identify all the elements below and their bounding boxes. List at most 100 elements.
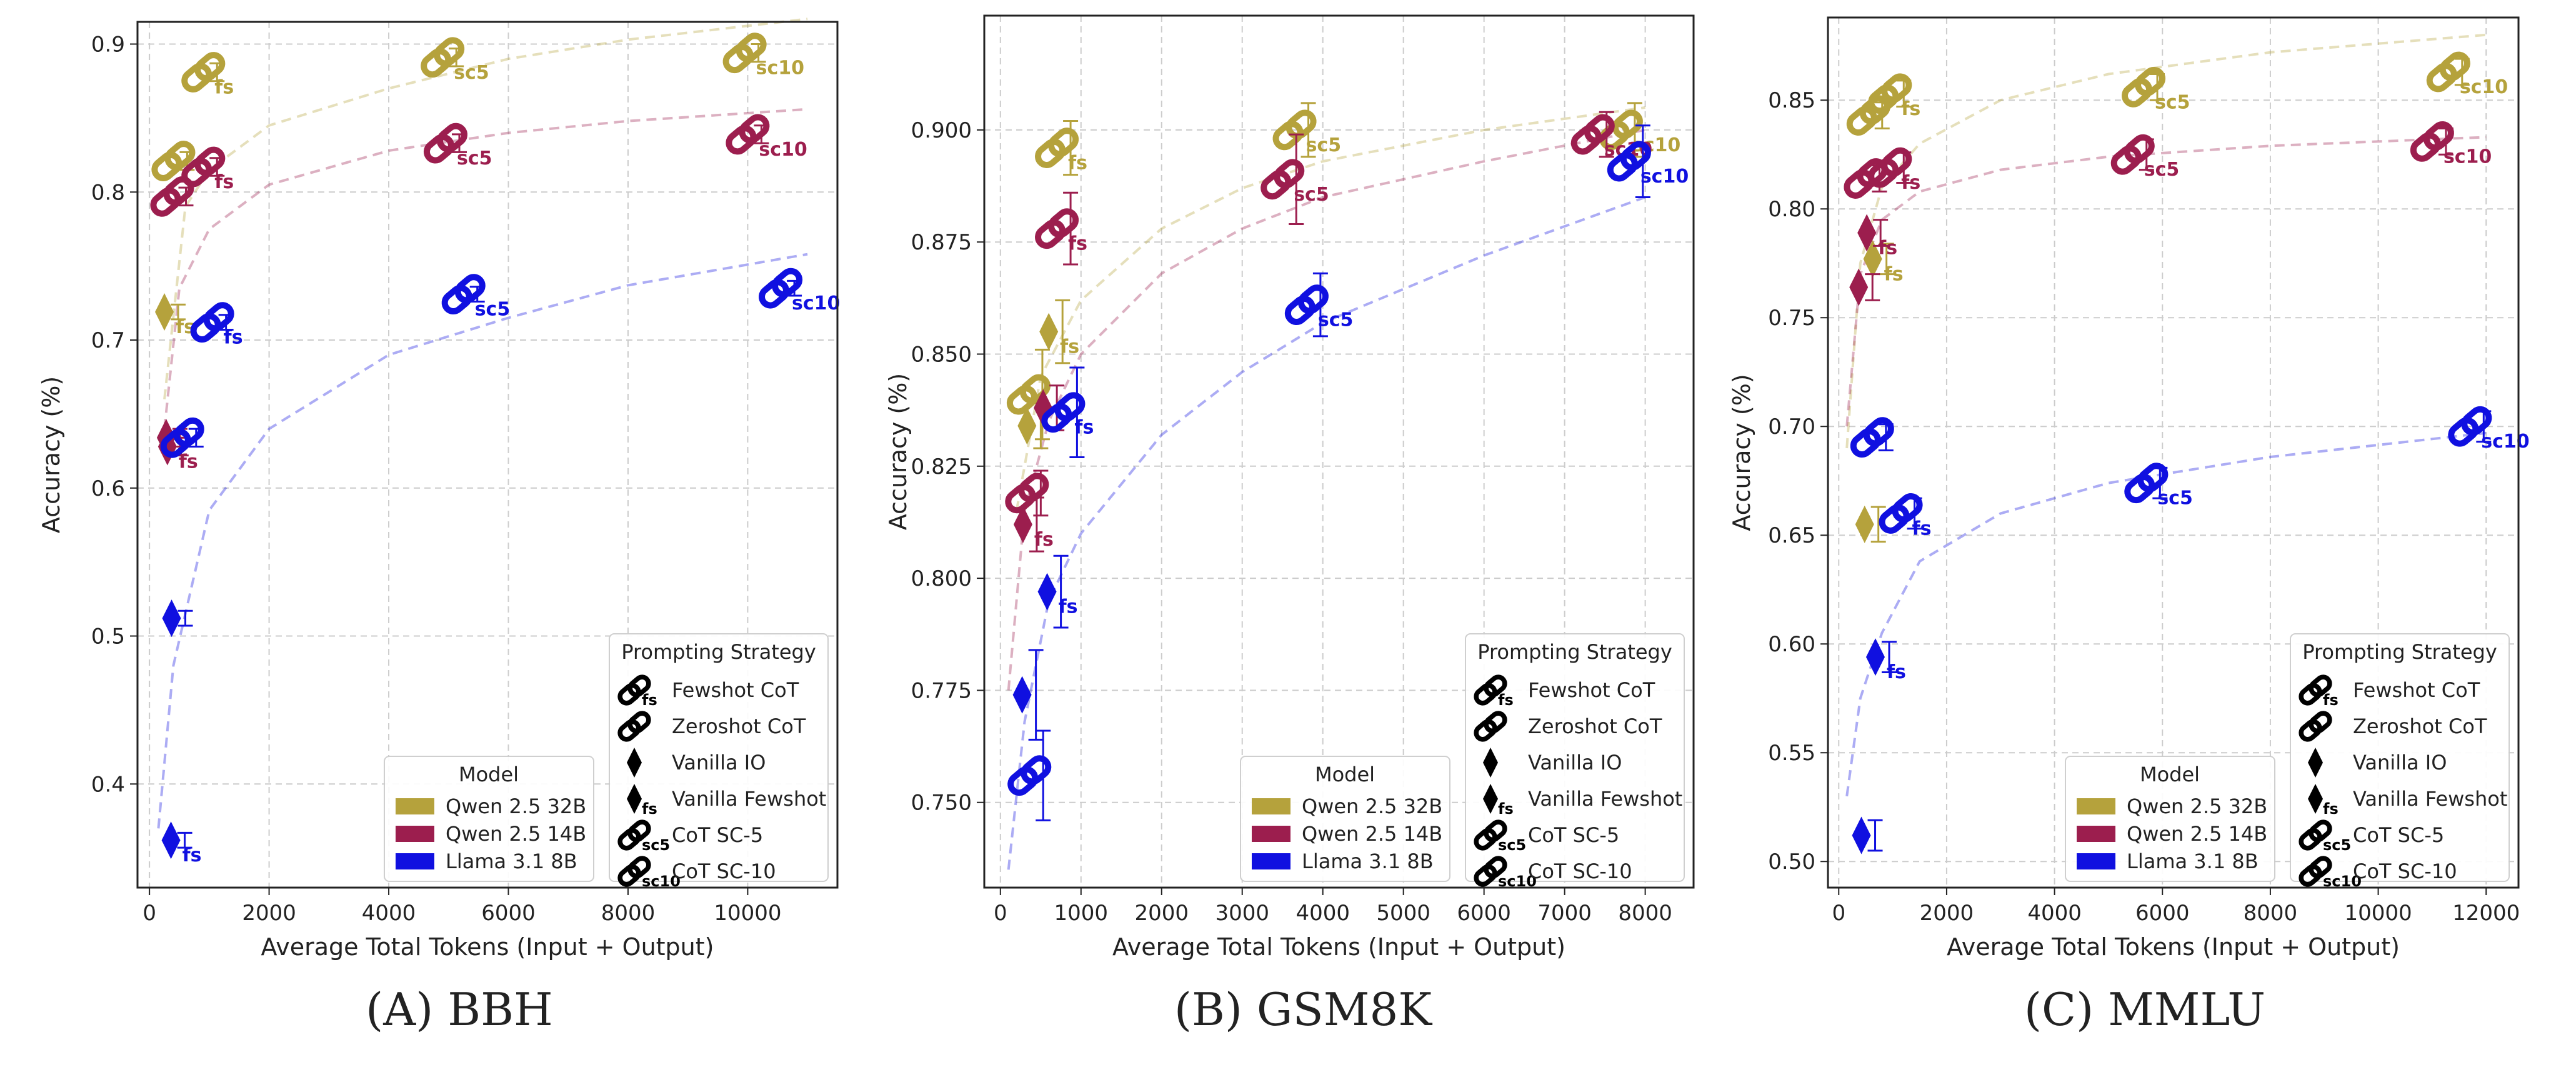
- legend-title: Prompting Strategy: [621, 640, 816, 664]
- legend-title: Prompting Strategy: [1477, 640, 1672, 664]
- chain-link-loop: [759, 279, 790, 309]
- chain-link-loop: [2299, 828, 2322, 851]
- chain-link-icon: [1474, 856, 1507, 887]
- legend-swatch: [1252, 798, 1290, 814]
- trend-line: [1015, 106, 1645, 511]
- chain-link-loop: [1286, 109, 1317, 139]
- chain-link-icon: [2299, 856, 2332, 887]
- x-tick-label: 0: [1832, 901, 1845, 926]
- legend-label: Vanilla Fewshot: [1528, 787, 1682, 811]
- chain-link-icon: [759, 268, 803, 309]
- data-point: fs: [190, 302, 243, 349]
- chain-link-loop: [1021, 755, 1052, 785]
- marker-subscript: sc10: [1640, 166, 1689, 188]
- marker-subscript: fs: [182, 844, 202, 866]
- chain-link-loop: [423, 134, 454, 164]
- data-point: sc5: [2121, 66, 2190, 113]
- legend-label: Zeroshot CoT: [1528, 714, 1662, 738]
- chain-link-icon: [1005, 473, 1049, 514]
- chain-link-loop: [1892, 493, 1923, 523]
- chain-link-icon: [1879, 493, 1923, 534]
- x-tick-label: 0: [142, 901, 156, 926]
- chain-link-loop: [181, 63, 212, 93]
- chain-link-icon: [617, 819, 651, 851]
- marker-subscript: fs: [1498, 800, 1514, 818]
- marker-subscript: sc10: [2444, 146, 2492, 168]
- y-tick-label: 0.9: [91, 33, 125, 58]
- chain-link-icon: [617, 674, 651, 706]
- y-tick-label: 0.775: [911, 678, 972, 703]
- panel-caption: (A) BBH: [366, 983, 553, 1036]
- chain-link-icon: [150, 176, 194, 217]
- data-point: sc5: [1272, 102, 1342, 158]
- chain-link-loop: [1474, 864, 1497, 887]
- marker-subscript: fs: [2323, 800, 2339, 818]
- diamond-icon: [1017, 407, 1037, 445]
- chain-link-icon: [181, 52, 226, 93]
- chain-link-loop: [1607, 152, 1638, 182]
- legend-label: Qwen 2.5 32B: [1302, 794, 1442, 818]
- chain-link-loop: [2309, 674, 2332, 698]
- data-point: fs: [1857, 214, 1897, 259]
- marker-subscript: fs: [1034, 529, 1054, 551]
- legend-swatch: [396, 826, 434, 842]
- y-tick-label: 0.4: [91, 772, 125, 797]
- legend-swatch: [396, 798, 434, 814]
- chain-link-icon: [1035, 208, 1079, 249]
- marker-subscript: fs: [1884, 263, 1904, 285]
- y-tick-label: 0.65: [1768, 523, 1815, 548]
- marker-subscript: sc5: [1294, 184, 1329, 206]
- chain-link-loop: [2309, 856, 2332, 879]
- x-tick-label: 4000: [2027, 901, 2082, 926]
- diamond-icon: [1857, 214, 1877, 252]
- x-axis-label: Average Total Tokens (Input + Output): [1112, 933, 1565, 961]
- chain-link-loop: [1018, 473, 1049, 503]
- chain-link-loop: [1570, 125, 1602, 155]
- data-point: sc10: [1607, 124, 1689, 198]
- chain-link-icon: [722, 33, 767, 74]
- data-point: sc5: [441, 274, 510, 321]
- chain-link-loop: [1484, 711, 1507, 734]
- panel-mmlu: 0 2000 4000 6000 8000 10000 12000 0.50 0.55 0.60 0…: [1728, 16, 2530, 1036]
- panel-caption: (C) MMLU: [2024, 983, 2265, 1036]
- chain-link-loop: [1584, 114, 1615, 144]
- chain-link-loop: [2439, 51, 2470, 81]
- diamond-icon: [1865, 638, 1885, 676]
- chain-link-loop: [1484, 856, 1507, 879]
- legend-label: Fewshot CoT: [2353, 678, 2480, 702]
- data-point: fs: [1865, 638, 1906, 683]
- marker-subscript: fs: [1901, 98, 1920, 120]
- data-point: [1855, 505, 1886, 543]
- chain-link-loop: [1846, 106, 1877, 136]
- chain-link-loop: [617, 864, 641, 887]
- data-point: [1844, 158, 1888, 199]
- chain-link-loop: [2137, 463, 2169, 493]
- legend-box: [384, 756, 594, 882]
- chain-link-loop: [627, 819, 651, 843]
- chain-link-loop: [1844, 169, 1875, 199]
- chain-link-icon: [2110, 134, 2155, 175]
- chain-link-loop: [2309, 819, 2332, 843]
- chain-link-icon: [2121, 66, 2166, 108]
- x-tick-label: 6000: [481, 901, 536, 926]
- chain-link-icon: [190, 302, 234, 343]
- chain-link-icon: [1474, 674, 1507, 706]
- diamond-icon: [155, 293, 174, 331]
- data-point: sc10: [2410, 121, 2492, 168]
- chain-link-loop: [1284, 295, 1315, 326]
- trend-line: [1007, 128, 1645, 691]
- legend-label: Qwen 2.5 14B: [1302, 822, 1442, 846]
- trend-line: [1845, 431, 2487, 797]
- legend-label: Llama 3.1 8B: [1302, 849, 1434, 873]
- marker-subscript: sc5: [2155, 91, 2190, 113]
- chain-link-loop: [2124, 473, 2155, 504]
- chain-link-loop: [2426, 63, 2457, 93]
- legend-title: Model: [1315, 763, 1375, 786]
- marker-subscript: fs: [642, 800, 657, 818]
- diamond-icon: [162, 599, 181, 638]
- legend-box: [1240, 756, 1450, 882]
- legend-title: Model: [2140, 763, 2200, 786]
- y-tick-label: 0.5: [91, 624, 125, 649]
- marker-subscript: sc5: [1306, 134, 1342, 156]
- marker-subscript: fs: [2323, 691, 2339, 709]
